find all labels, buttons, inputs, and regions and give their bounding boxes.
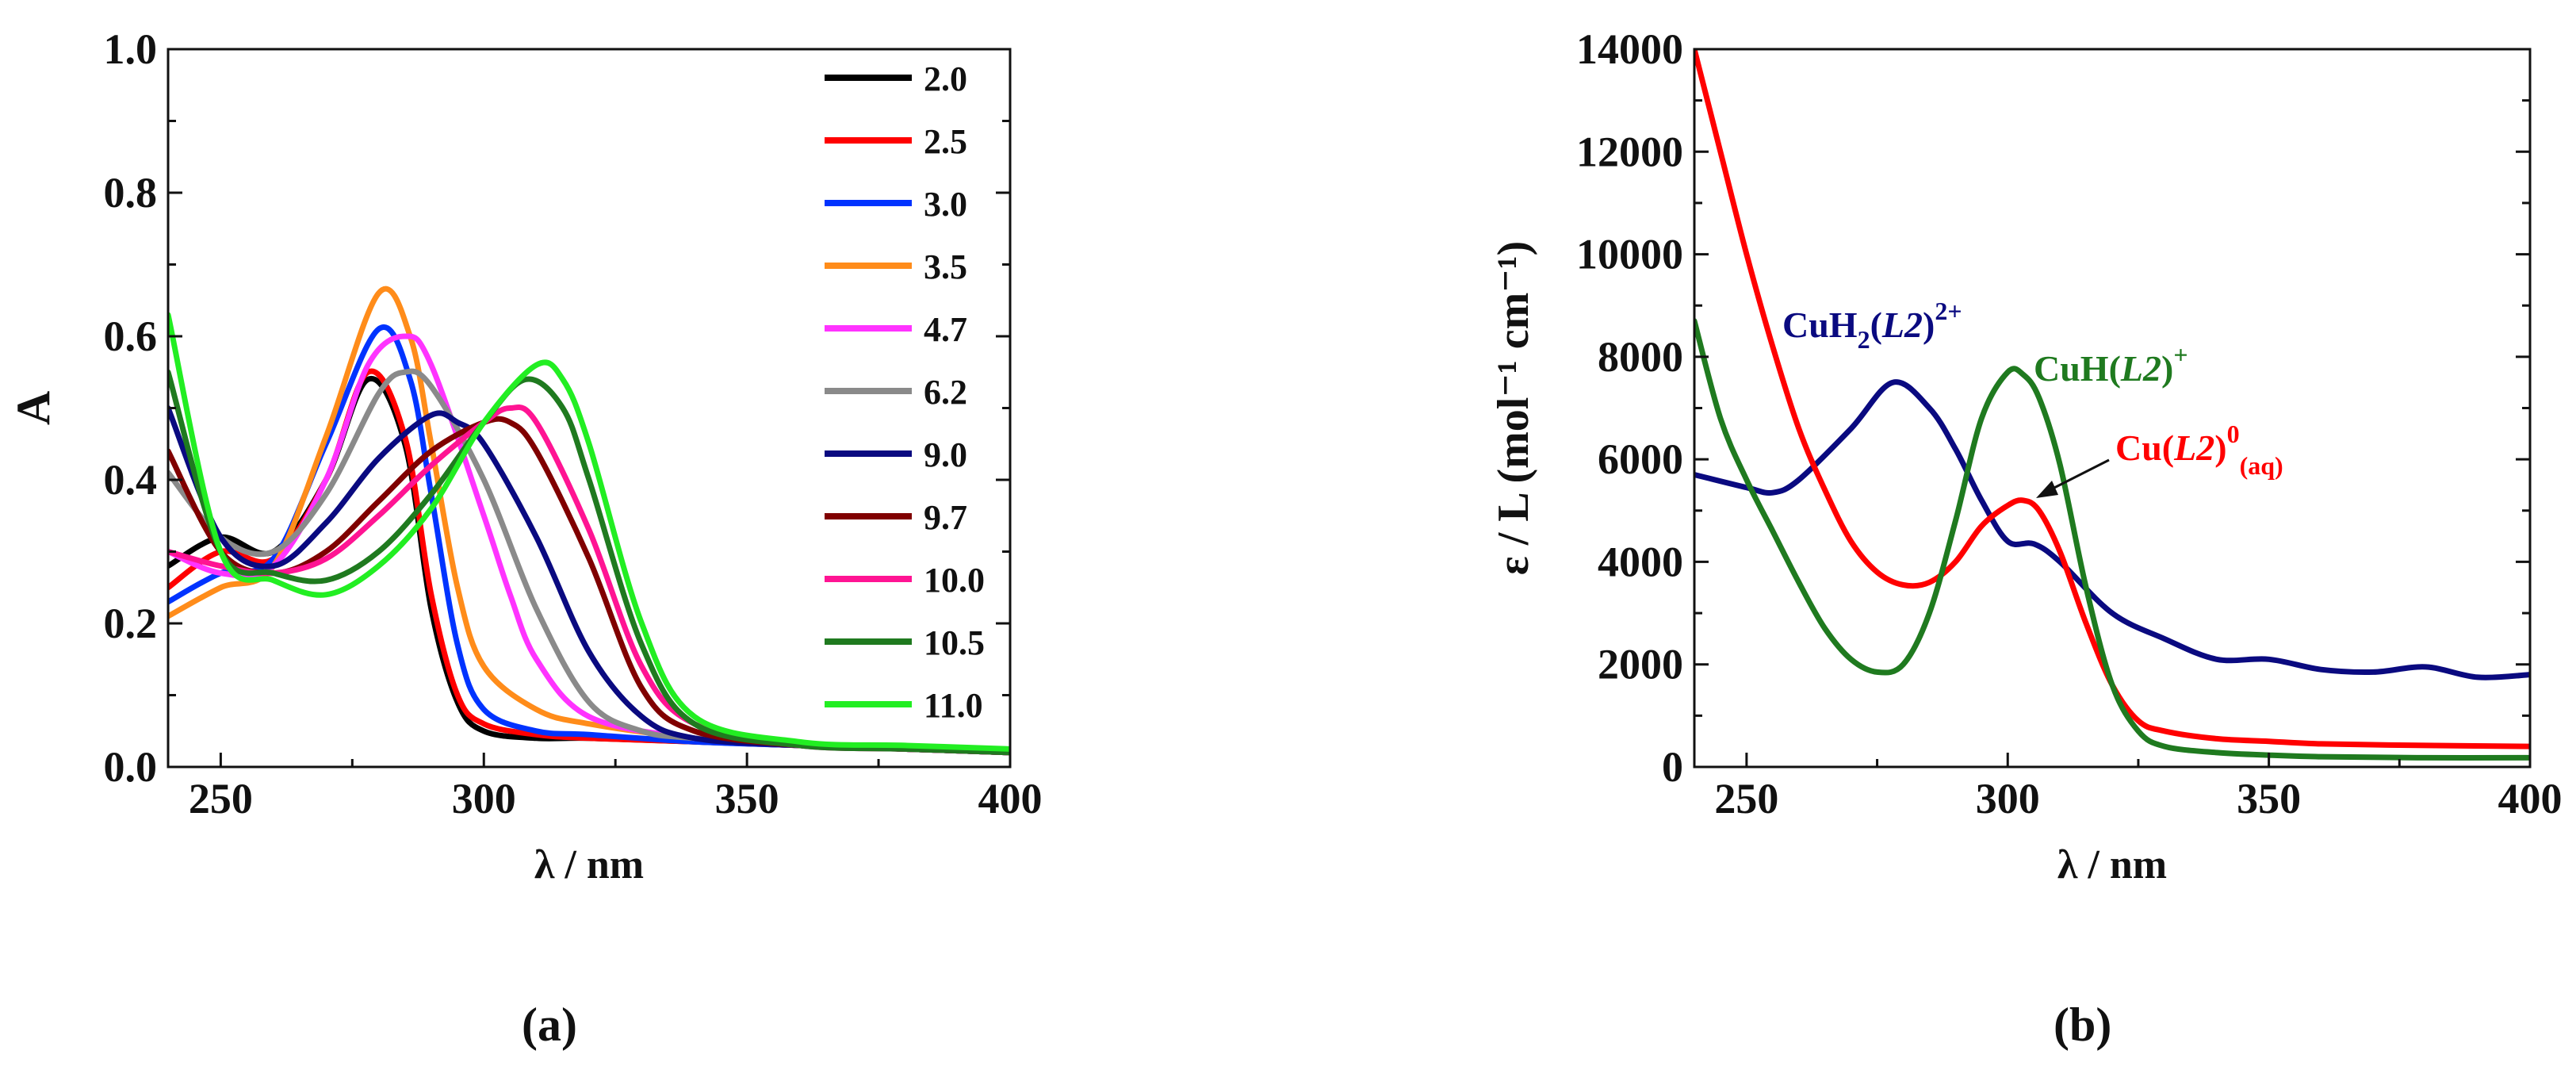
annotation-cuh-paren-close: ) [2161,348,2173,389]
panel-a-series-line-3 [168,286,1010,756]
panel-a-x-tick-label: 250 [189,775,253,822]
annotation-cuh2-sub: 2 [1858,325,1870,354]
legend-label-4: 4.7 [924,310,967,349]
panel-label-a: (a) [522,999,577,1051]
panel-b-x-tick-label: 350 [2237,775,2301,822]
annotation-cuh2-l2: CuH2(L2)2+ [1782,297,1962,354]
panel-b-y-tick-label: 14000 [1576,25,1683,73]
panel-b-series-line-1 [1694,49,2530,749]
panel-a-x-tick-label: 300 [452,775,516,822]
annotation-cuh-base: CuH( [2034,348,2121,389]
annotation-cu-sub: (aq) [2240,451,2283,480]
panel-a-y-tick-label: 0.0 [104,743,158,791]
panel-b-series-group [1694,49,2530,761]
panel-a-x-tick-label: 350 [715,775,779,822]
annotation-cuh-sup: + [2173,340,2187,369]
panel-a-y-tick-label: 1.0 [104,25,158,73]
panel-a-x-axis-label: λ / nm [534,842,644,887]
panel-b-y-tick-label: 8000 [1598,333,1683,381]
annotation-cu-ligand: L2 [2173,427,2214,468]
legend-label-1: 2.5 [924,122,967,161]
panel-a-ticks: 250 300 350 400 0.0 0.2 0.4 0.6 0.8 1.0 [104,25,1043,822]
panel-a-y-axis-label: A [7,391,59,425]
panel-a-y-tick-label: 0.4 [104,456,158,504]
panel-b-y-tick-label: 4000 [1598,538,1683,585]
legend-label-9: 10.5 [924,623,985,662]
panel-b-x-tick-label: 400 [2498,775,2563,822]
panel-b-plot-frame [1693,48,2532,769]
panel-b-y-tick-label: 2000 [1598,641,1683,688]
annotation-cuh2-sup: 2+ [1935,297,1962,325]
legend-label-0: 2.0 [924,59,967,98]
panel-a-plot-frame [167,48,1012,769]
panel-a-legend: 2.0 2.5 3.0 3.5 4.7 6.2 9.0 9.7 10.0 10.5 11.0 [825,59,985,725]
annotation-cuh-l2: CuH(L2)+ [2034,340,2188,389]
panel-b-y-tick-label: 10000 [1576,231,1683,278]
annotation-cuh-ligand: L2 [2120,348,2161,389]
annotation-cu-paren-close: ) [2214,427,2226,468]
panel-b-y-tick-label: 12000 [1576,128,1683,175]
annotation-cu-l2: Cu(L2)0(aq) [2115,420,2283,480]
annotation-cu-arrow [2049,458,2110,492]
panel-b-y-tick-label: 6000 [1598,435,1683,483]
annotation-cu-base: Cu( [2115,427,2174,468]
legend-label-8: 10.0 [924,561,985,600]
panel-b-chart: 250 300 350 4000200040006000800010000120001… [1489,25,2563,887]
panel-a-series-line-9 [168,369,1010,756]
legend-label-10: 11.0 [924,686,983,725]
panel-a-y-tick-label: 0.6 [104,312,158,360]
annotation-cuh2-base: CuH [1782,305,1858,345]
annotation-cu-sup: 0 [2227,420,2240,448]
panel-b-series-line-0 [1694,379,2530,680]
panel-a-series-line-10 [168,312,1010,752]
panel-b-ticks: 250 300 350 4000200040006000800010000120001… [1576,25,2563,822]
annotation-cuh2-paren-open: ( [1870,305,1882,345]
legend-label-2: 3.0 [924,185,967,224]
panel-a-y-tick-label: 0.2 [104,600,158,647]
panel-b-y-axis-label: ε / L (mol⁻¹ cm⁻¹) [1489,241,1538,575]
annotation-cu-arrowhead [2036,481,2058,498]
legend-label-3: 3.5 [924,247,967,286]
panel-label-b: (b) [2054,999,2112,1051]
legend-label-7: 9.7 [924,498,967,537]
panel-b-y-tick-label: 0 [1662,743,1683,791]
panel-a-x-tick-label: 400 [978,775,1043,822]
panel-b-series-line-2 [1694,318,2530,761]
panel-b-x-axis-label: λ / nm [2057,842,2167,887]
panel-a-y-tick-label: 0.8 [104,169,158,217]
legend-label-5: 6.2 [924,373,967,412]
panel-b-x-tick-label: 250 [1714,775,1778,822]
legend-label-6: 9.0 [924,435,967,474]
panel-a-chart: 250 300 350 400 0.0 0.2 0.4 0.6 0.8 1.0 2.0 2.5 3.0… [7,25,1043,887]
panel-a-series-line-4 [168,333,1010,756]
annotation-cuh2-ligand: L2 [1881,305,1923,345]
annotation-cuh2-paren-close: ) [1923,305,1935,345]
panel-b-x-tick-label: 300 [1976,775,2040,822]
panel-a-series-group [168,286,1010,756]
